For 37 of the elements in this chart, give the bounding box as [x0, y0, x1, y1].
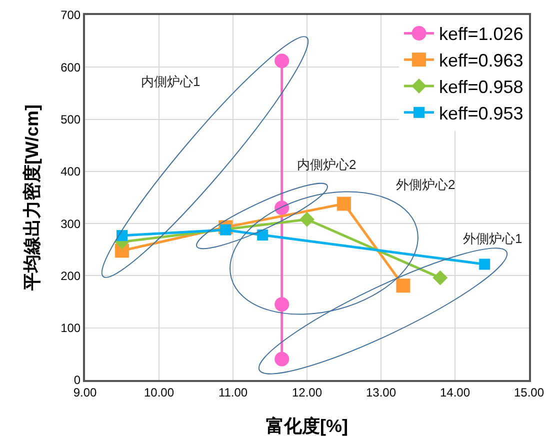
point	[274, 54, 290, 68]
point	[220, 224, 232, 236]
y-tick-label: 400	[60, 164, 81, 179]
legend-label: keff=0.958	[439, 77, 524, 98]
y-tick-label: 600	[60, 60, 81, 74]
x-tick-label: 12.00	[292, 385, 322, 400]
x-tick-label: 14.00	[440, 385, 470, 400]
point	[274, 200, 290, 216]
x-tick-label: 11.00	[218, 385, 248, 400]
point	[479, 258, 490, 270]
legend-label: keff=0.963	[439, 50, 524, 71]
point	[257, 230, 268, 241]
point	[116, 230, 128, 242]
point	[274, 352, 290, 366]
point	[396, 278, 410, 293]
y-tick-label: 100	[60, 321, 81, 336]
x-tick-label: 10.00	[144, 385, 174, 400]
x-axis-title: 富化度[%]	[266, 416, 348, 436]
y-tick-label: 500	[60, 112, 81, 126]
annotation: 内側炉心2	[297, 157, 356, 172]
x-tick-label: 9.00	[73, 385, 97, 400]
x-tick-label: 15.00	[514, 385, 544, 400]
y-tick-label: 0	[74, 373, 81, 388]
point	[274, 297, 290, 312]
y-tick-label: 700	[60, 8, 81, 22]
point	[337, 196, 351, 211]
point	[432, 270, 448, 286]
annotation: 外側炉心1	[463, 231, 522, 246]
y-tick-label: 300	[60, 216, 81, 231]
legend-label: keff=0.953	[439, 103, 524, 124]
x-tick-label: 13.00	[366, 385, 396, 400]
y-tick-label: 200	[60, 268, 81, 283]
annotation: 外側炉心2	[396, 177, 456, 192]
y-axis-title: 平均線出力密度[W/cm]	[22, 104, 42, 292]
point	[300, 212, 314, 227]
legend-label: keff=1.026	[439, 24, 524, 44]
annotation: 内側炉心1	[141, 74, 200, 89]
